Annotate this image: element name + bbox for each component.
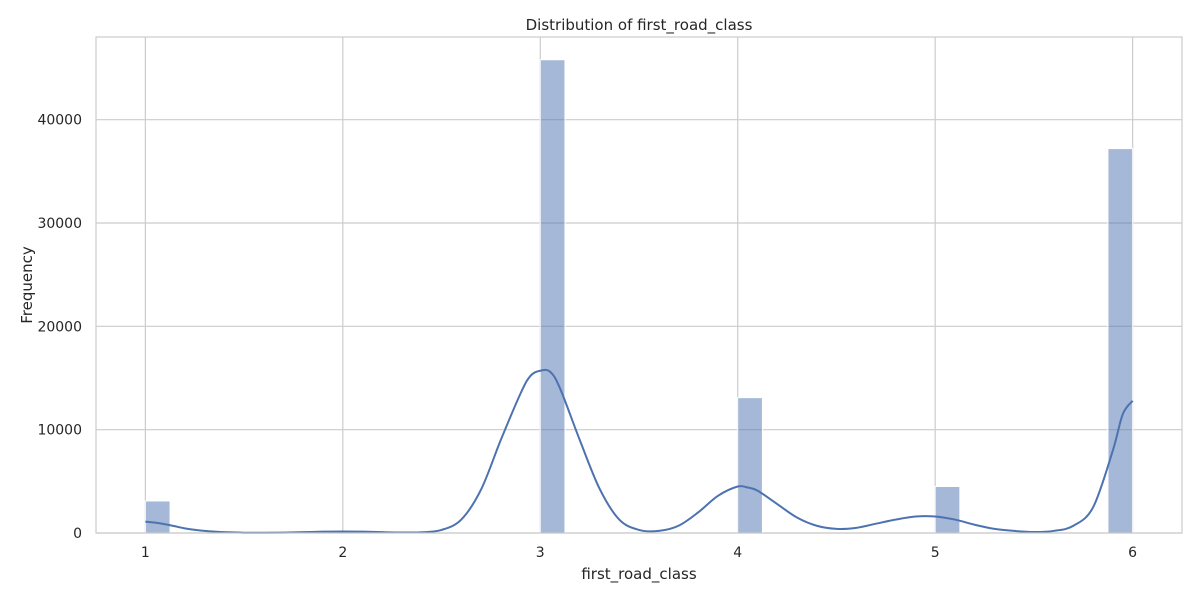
histogram-bar — [1107, 148, 1134, 534]
histogram-bar — [934, 486, 961, 534]
y-tick-label: 20000 — [37, 319, 82, 335]
x-tick-label: 5 — [931, 545, 940, 561]
y-tick-label: 0 — [73, 526, 82, 542]
plot-frame — [95, 36, 1183, 534]
x-tick-label: 2 — [338, 545, 347, 561]
y-axis-label: Frequency — [18, 246, 36, 324]
y-tick-label: 10000 — [37, 423, 82, 439]
histogram-bar — [737, 397, 763, 534]
y-tick-labels: 0 10000 20000 30000 40000 — [37, 113, 82, 542]
chart-title: Distribution of first_road_class — [526, 16, 753, 35]
histogram-bar — [539, 59, 566, 534]
y-tick-label: 40000 — [37, 113, 82, 129]
x-tick-label: 4 — [733, 545, 742, 561]
x-tick-label: 1 — [141, 545, 150, 561]
histogram-bars — [144, 59, 1134, 534]
x-tick-label: 3 — [536, 545, 545, 561]
histogram-bar — [144, 500, 171, 534]
x-tick-label: 6 — [1128, 545, 1137, 561]
x-tick-labels: 1 2 3 4 5 6 — [141, 545, 1137, 561]
x-axis-label: first_road_class — [581, 565, 696, 584]
y-tick-label: 30000 — [37, 216, 82, 232]
